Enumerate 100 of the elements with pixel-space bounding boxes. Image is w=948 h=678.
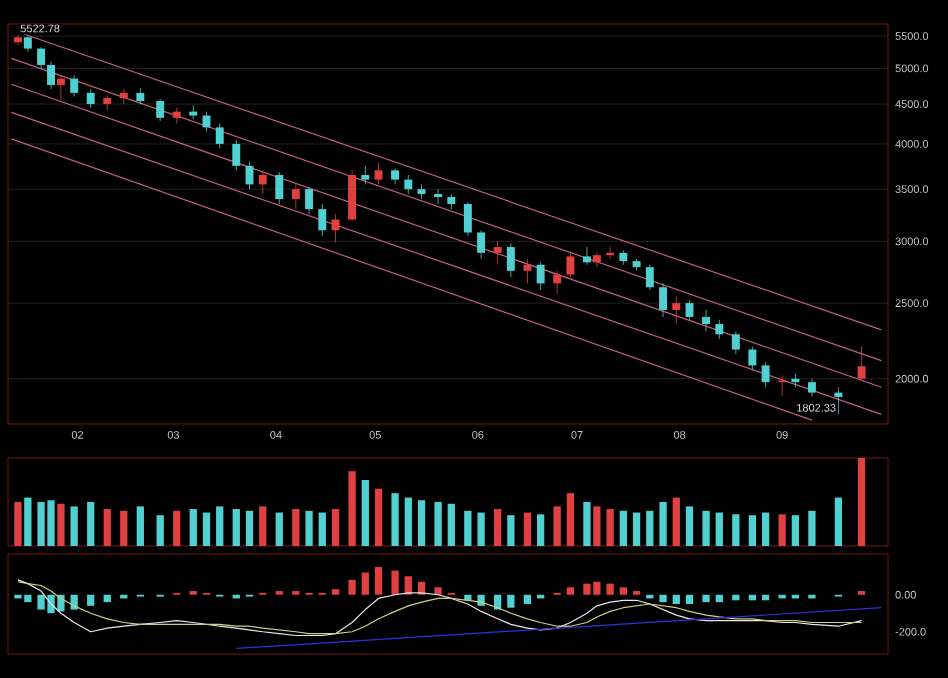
bar <box>404 497 412 546</box>
bar <box>507 515 515 546</box>
bar <box>566 493 575 546</box>
candlestick <box>56 74 65 101</box>
candlestick <box>434 188 443 205</box>
bar <box>715 512 723 546</box>
bar <box>464 510 472 546</box>
bar <box>523 594 532 604</box>
candlestick <box>582 246 591 266</box>
bar <box>566 587 575 595</box>
candlestick <box>215 122 224 149</box>
bar <box>70 506 78 546</box>
bar <box>702 594 710 603</box>
bar <box>434 587 442 595</box>
bar <box>619 587 627 595</box>
bar <box>391 570 399 595</box>
candlestick <box>47 61 55 90</box>
bar <box>834 497 843 546</box>
candlestick <box>348 169 357 223</box>
bar <box>14 502 22 546</box>
bar <box>331 589 340 595</box>
candlestick <box>748 346 757 371</box>
candlestick <box>536 261 545 291</box>
candlestick <box>761 361 770 388</box>
bar <box>593 506 601 546</box>
bar <box>24 497 32 546</box>
candlestick <box>645 264 654 291</box>
candlestick <box>857 346 866 381</box>
candlestick <box>592 252 601 268</box>
bar <box>553 506 561 546</box>
candlestick <box>291 183 300 210</box>
candlestick <box>463 201 472 237</box>
bar <box>189 509 197 546</box>
bar <box>391 493 399 546</box>
candlestick <box>318 203 327 237</box>
candlestick <box>715 319 724 340</box>
bar <box>232 509 240 546</box>
candlestick <box>566 252 575 278</box>
bar <box>120 510 128 546</box>
bar <box>447 503 455 546</box>
candlestick <box>37 46 46 69</box>
bar <box>417 500 426 546</box>
bar <box>348 471 356 546</box>
bar <box>672 594 680 604</box>
bar <box>672 497 680 546</box>
bar <box>87 502 95 546</box>
bar <box>136 506 144 546</box>
candlestick <box>156 99 165 122</box>
bar <box>619 510 627 546</box>
candlestick <box>834 386 843 415</box>
candlestick <box>659 282 668 318</box>
bar <box>606 583 614 595</box>
bar <box>778 514 786 546</box>
bar <box>156 515 164 546</box>
bar <box>537 514 545 546</box>
bar <box>857 458 866 546</box>
bar <box>685 594 694 604</box>
bar <box>216 506 224 546</box>
bar <box>583 502 591 546</box>
bar <box>103 509 111 546</box>
candlestick <box>232 139 241 171</box>
bar <box>646 510 654 546</box>
bar <box>523 512 532 546</box>
bar <box>361 572 369 595</box>
bar <box>434 502 442 546</box>
bar <box>659 502 667 546</box>
bar <box>374 566 383 595</box>
bar <box>732 514 740 546</box>
candlestick <box>13 34 22 46</box>
bar <box>493 509 502 546</box>
candlestick <box>404 174 413 195</box>
candlestick <box>305 186 314 215</box>
candlestick <box>523 258 532 284</box>
candlestick <box>374 162 383 185</box>
candlestick <box>506 243 515 278</box>
bar <box>57 503 65 546</box>
bar <box>685 506 694 546</box>
bar <box>808 510 816 546</box>
bar <box>103 594 111 603</box>
candlestick <box>778 374 787 397</box>
candlestick <box>493 240 502 266</box>
bar <box>761 512 770 546</box>
candlestick <box>275 171 284 205</box>
candlestick <box>702 309 711 332</box>
bar <box>348 579 356 595</box>
bar <box>318 512 326 546</box>
bar <box>245 510 254 546</box>
bar <box>702 510 710 546</box>
bar <box>275 512 283 546</box>
bar <box>361 480 369 546</box>
bar <box>606 509 614 546</box>
candlestick <box>477 229 486 260</box>
bar <box>292 509 300 546</box>
candlestick <box>258 169 267 195</box>
bar <box>331 509 340 546</box>
candlestick <box>553 270 562 295</box>
candlestick <box>672 296 681 325</box>
bar <box>87 594 95 606</box>
bar <box>374 488 383 546</box>
bar <box>202 512 211 546</box>
